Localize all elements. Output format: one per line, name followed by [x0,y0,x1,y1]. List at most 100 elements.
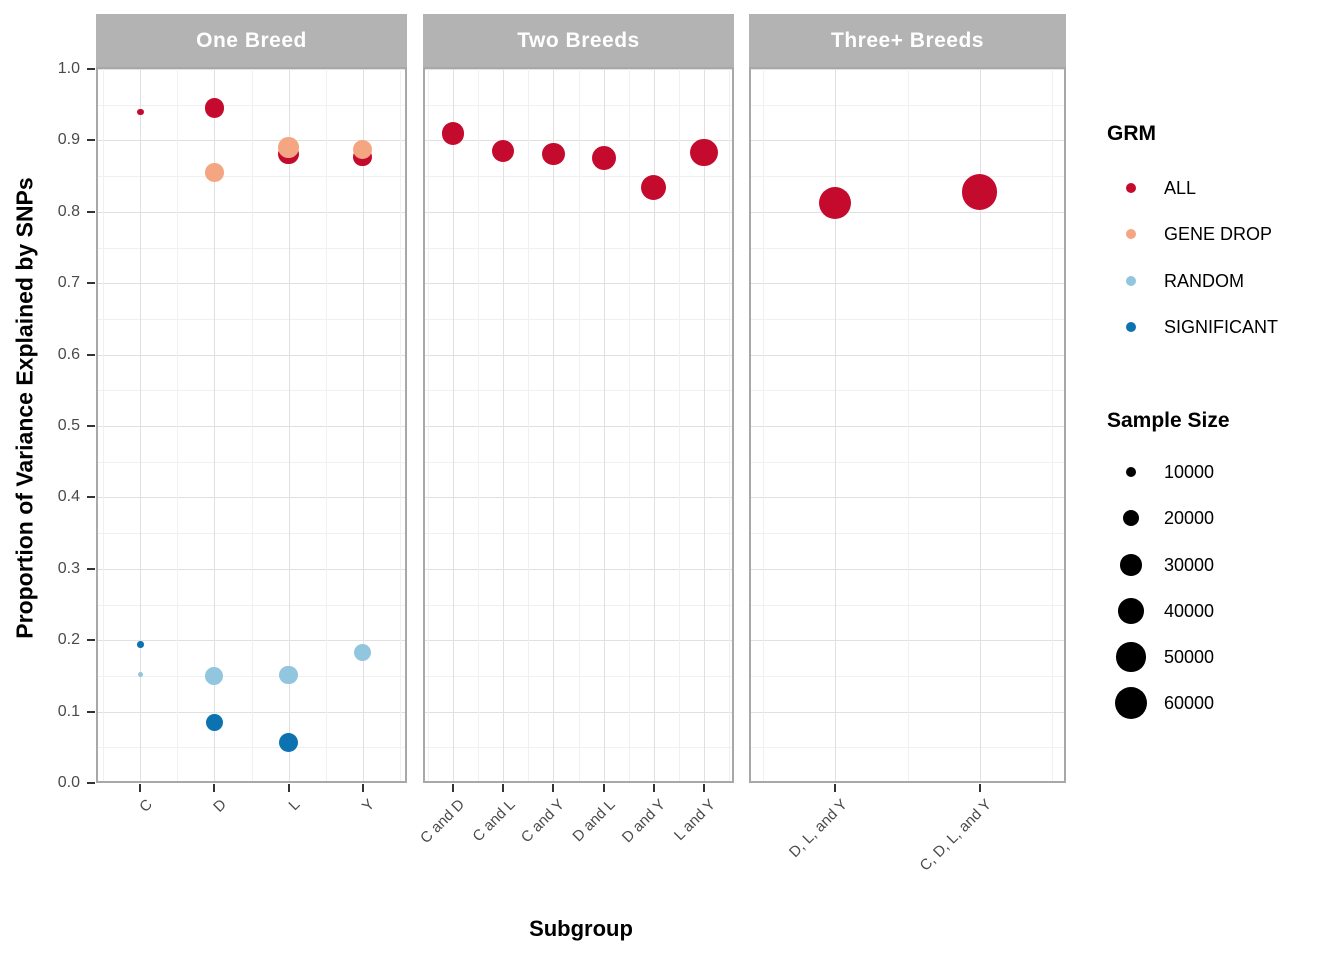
x-tick-label-y: Y [358,796,378,816]
gridline-major-v [835,69,837,781]
grm-legend-label-all: ALL [1164,178,1197,198]
facet-strip-two-breeds: Two Breeds [423,14,734,67]
gridline-major-v [453,69,455,781]
x-tick [652,784,655,792]
x-tick [978,784,981,792]
point-c-and-y-all [542,142,565,166]
point-c-and-l-all [492,139,515,163]
y-tick-label: 0.1 [57,702,80,720]
size-legend-swatch-20000 [1122,509,1140,527]
y-tick-label: 1.0 [57,60,80,77]
y-tick [87,496,95,499]
point-l-significant [278,732,299,753]
grm-legend-label-random: RANDOM [1164,271,1244,291]
y-tick-label: 0.9 [57,131,80,149]
gridline-minor-v [399,69,401,781]
y-tick-label: 0.2 [57,631,80,649]
x-tick-label-c-and-d: C and D [417,796,469,847]
gridline-minor-v [251,69,253,781]
gridline-minor-v [478,69,480,781]
point-c-all [137,108,144,116]
size-legend-title: Sample Size [1107,409,1230,432]
facet-strip-one-breed: One Breed [96,14,407,67]
size-legend-label-50000: 50000 [1164,647,1215,667]
x-tick [502,784,505,792]
gridline-major-v [979,69,981,781]
size-legend-swatch-30000 [1120,554,1142,576]
y-tick [87,782,95,784]
y-tick-label: 0.8 [57,202,80,220]
size-legend-swatch-50000 [1116,642,1146,672]
facet-panel-three-breeds [749,67,1066,783]
gridline-minor-v [325,69,327,781]
point-c-d-l-and-y-all [961,173,998,210]
size-legend-label-60000: 60000 [1164,693,1215,713]
x-tick-label-l: L [285,796,304,814]
x-tick [702,784,705,792]
y-tick [87,282,95,285]
gridline-minor-v [678,69,680,781]
gridline-minor-v [1051,69,1053,781]
grm-legend-label-significant: SIGNIFICANT [1164,317,1279,337]
size-legend-label-10000: 10000 [1164,462,1215,482]
point-c-significant [137,641,144,648]
grm-legend-title: GRM [1107,122,1156,145]
size-legend-swatch-40000 [1118,598,1144,624]
y-tick [87,710,95,713]
size-legend-swatch-60000 [1114,686,1148,720]
y-tick-label: 0.4 [57,488,80,506]
y-tick [87,639,95,642]
size-legend-label-30000: 30000 [1164,555,1215,575]
point-l-gene-drop [278,137,299,158]
point-d-random [205,666,224,685]
x-tick-label-d-l-and-y: D, L, and Y [785,796,851,861]
all-legend-swatch [1126,183,1136,193]
x-tick [213,784,216,792]
x-tick [139,784,142,792]
gridline-major-v [653,69,655,781]
y-tick-label: 0.3 [57,559,80,577]
gridline-major-v [553,69,555,781]
grm-legend-label-gene-drop: GENE DROP [1164,224,1273,244]
x-tick-label-c-and-l: C and L [469,796,519,846]
gridline-major-v [603,69,605,781]
y-axis-title: Proportion of Variance Explained by SNPs [11,177,38,639]
point-y-gene-drop [353,140,373,160]
size-legend-label-40000: 40000 [1164,601,1215,621]
y-tick [87,68,95,70]
y-tick-label: 0.7 [57,274,80,292]
y-tick [87,353,95,356]
y-tick-label: 0.6 [57,345,80,363]
x-tick [602,784,605,792]
x-tick-label-d-and-y: D and Y [618,796,669,847]
point-c-and-d-all [441,121,465,145]
gridline-major-v [214,69,216,781]
point-d-and-l-all [591,145,616,170]
point-d-l-and-y-all [819,187,852,220]
point-d-all [204,98,225,119]
significant-legend-swatch [1126,322,1136,332]
x-tick-label-c-and-y: C and Y [518,796,569,847]
size-legend-swatch-10000 [1126,467,1136,477]
gridline-minor-v [177,69,179,781]
x-tick [834,784,837,792]
size-legend-label-20000: 20000 [1164,508,1215,528]
x-tick-label-d-and-l: D and L [569,796,619,846]
gridline-major-v [503,69,505,781]
x-tick [452,784,455,792]
random-legend-swatch [1126,276,1136,286]
gridline-minor-v [428,69,430,781]
x-tick-label-l-and-y: L and Y [670,796,719,845]
gridline-major-v [288,69,290,781]
gridline-major-v [362,69,364,781]
point-d-and-y-all [641,174,667,201]
x-tick-label-d: D [209,796,230,816]
gridline-minor-v [728,69,730,781]
y-tick-label: 0.0 [57,774,80,791]
x-tick [361,784,364,792]
x-tick [552,784,555,792]
gridline-minor-v [103,69,105,781]
point-y-random [353,643,372,662]
y-tick-label: 0.5 [57,417,80,434]
